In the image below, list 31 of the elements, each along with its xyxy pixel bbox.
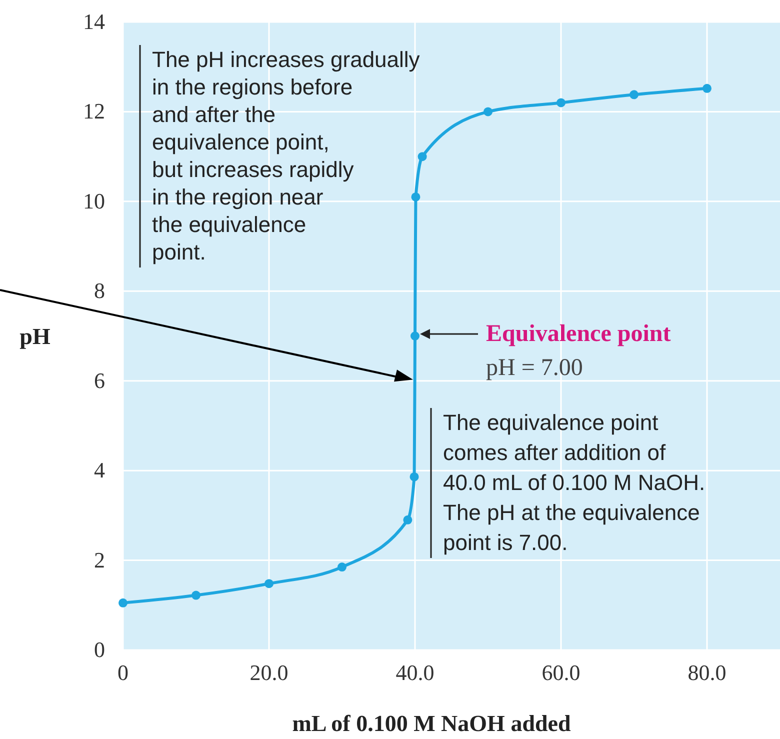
y-tick-label: 12 xyxy=(83,98,105,124)
y-tick-label: 4 xyxy=(94,458,105,483)
y-tick-label: 6 xyxy=(94,368,105,393)
y-tick-label: 8 xyxy=(94,278,105,304)
point xyxy=(338,562,346,572)
annotation: The equivalence point comes after addition of 40.0 mL of 0.100 M NaOH. The pH at the equivalence point is 7.00. xyxy=(443,410,706,555)
y-tick-label: 14 xyxy=(83,9,105,34)
annotation: The pH increases gradually in the regions before and after the equivalence point, but increases rapidly in the region near the equivalence point. xyxy=(152,47,420,264)
point xyxy=(418,152,427,162)
y-tick-label: 2 xyxy=(94,547,105,572)
point xyxy=(410,332,420,340)
x-tick-label: 80.0 xyxy=(688,660,726,685)
point xyxy=(702,84,712,93)
y-tick-label: 10 xyxy=(83,188,105,214)
point xyxy=(264,579,274,588)
x-tick-label: 0 xyxy=(118,660,128,685)
point xyxy=(192,590,200,600)
annotation: Equivalence point pH = 7.00 xyxy=(486,321,671,381)
y-axis-title: pH xyxy=(20,324,50,349)
point xyxy=(630,90,638,100)
point xyxy=(484,107,492,116)
point xyxy=(118,598,128,608)
x-tick-label: 20.0 xyxy=(250,660,288,685)
x-axis-title: mL of 0.100 M NaOH added xyxy=(292,711,571,736)
x-tick-label: 60.0 xyxy=(542,660,580,685)
point xyxy=(411,192,420,202)
point xyxy=(556,98,566,108)
x-tick-label: 40.0 xyxy=(396,660,434,685)
y-tick-label: 0 xyxy=(94,637,105,662)
point xyxy=(403,515,412,524)
point xyxy=(410,472,419,482)
